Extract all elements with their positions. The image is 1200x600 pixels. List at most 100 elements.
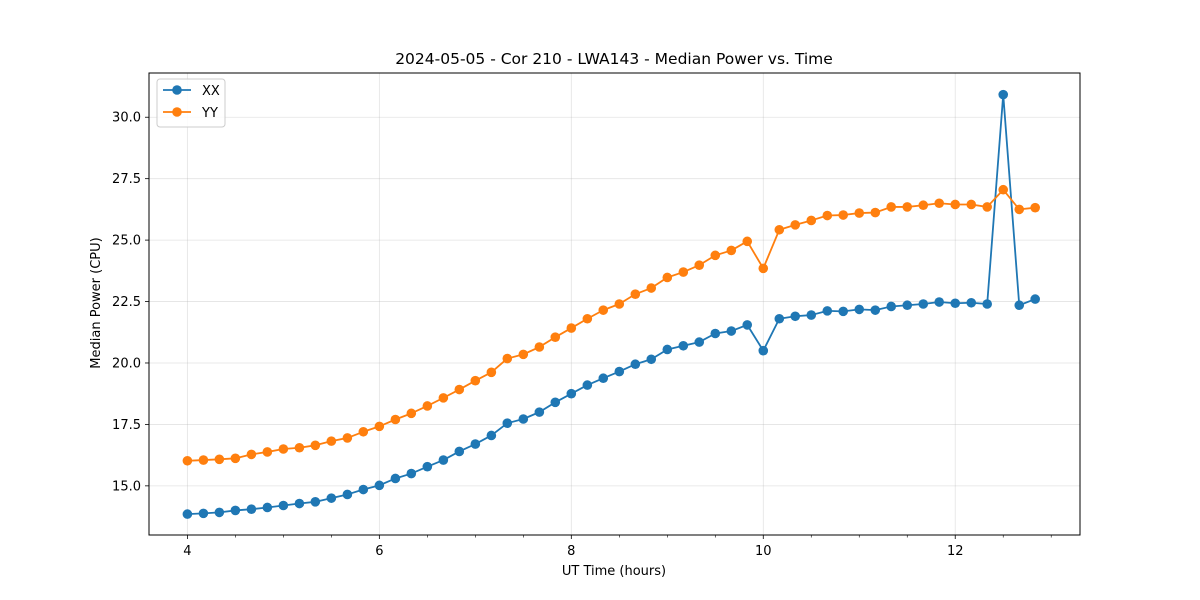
y-tick-label: 22.5 [112, 295, 141, 310]
series-xx-point [422, 461, 433, 472]
series-xx-point [374, 480, 385, 491]
series-xx-point [630, 359, 641, 370]
series-xx-point [198, 508, 209, 519]
x-tick-label: 12 [947, 544, 964, 559]
series-xx-point [438, 455, 449, 465]
series-yy-point [726, 245, 737, 256]
series-yy-point [998, 184, 1009, 195]
series-xx-point [918, 299, 929, 309]
series-xx-point [950, 298, 961, 309]
series-yy-point [246, 449, 257, 460]
legend: XX YY [156, 78, 226, 128]
series-xx-point [934, 297, 944, 307]
series-yy-point [342, 433, 353, 443]
series-yy-point [646, 283, 657, 293]
x-tick-label: 6 [375, 544, 383, 559]
series-yy-point [550, 332, 561, 342]
series-xx-point [998, 89, 1009, 100]
series-yy-point [310, 440, 321, 451]
series-yy-point [854, 208, 865, 218]
series-yy-point [950, 199, 961, 210]
series-xx-point [278, 500, 289, 511]
series-xx-point [598, 373, 609, 384]
series-xx-point [502, 418, 513, 428]
series-xx-point [342, 489, 353, 500]
y-tick-label: 15.0 [112, 479, 141, 494]
series-yy-point [902, 202, 913, 212]
series-xx-point [966, 297, 977, 308]
series-yy-point [918, 200, 929, 211]
series-yy-point [438, 393, 449, 403]
series-xx-point [870, 305, 881, 315]
series-xx-point [774, 313, 785, 324]
series-yy-point [870, 207, 881, 218]
series-yy-point [886, 202, 897, 212]
series-yy-point [742, 236, 753, 247]
series-xx-point [182, 509, 193, 519]
series-yy-point [1030, 202, 1040, 213]
series-yy-point [326, 436, 337, 446]
series-yy-point [662, 272, 673, 283]
series-xx-point [614, 366, 625, 377]
plot-frame [148, 72, 1081, 536]
legend-yy-marker [172, 107, 182, 117]
series-yy-point [630, 289, 641, 299]
series-yy-point [470, 375, 481, 386]
series-xx-point [486, 430, 497, 441]
series-yy-point [294, 442, 305, 453]
series-xx-point [678, 340, 689, 351]
series-yy-point [582, 313, 593, 324]
series-xx-point [742, 320, 753, 330]
series-yy-point [566, 323, 577, 333]
y-tick-label: 17.5 [112, 418, 141, 433]
series-xx-point [406, 468, 417, 479]
series-yy-point [790, 220, 801, 230]
series-xx-point [310, 497, 321, 507]
x-tick-label: 4 [183, 544, 191, 559]
grid [149, 73, 1080, 535]
series-xx-point [1014, 300, 1025, 311]
series-yy-point [182, 455, 193, 466]
series-xx-point [454, 446, 465, 457]
series-yy-point [358, 426, 369, 437]
x-tick-label: 8 [567, 544, 575, 559]
series-yy-point [230, 453, 241, 464]
chart-title: 2024-05-05 - Cor 210 - LWA143 - Median P… [395, 50, 833, 68]
series-yy-point [774, 224, 785, 235]
series-xx-point [838, 306, 849, 317]
series-yy-point [694, 260, 705, 270]
series-yy-point [262, 447, 273, 457]
series-yy-point [678, 267, 689, 277]
series-yy-point [934, 198, 944, 209]
series-xx-point [294, 498, 305, 509]
series-xx-point [886, 301, 897, 312]
legend-xx-marker [172, 85, 182, 95]
series-xx-point [790, 311, 801, 322]
series-xx-point [470, 439, 481, 449]
series-xx-point [646, 354, 657, 365]
series-yy-point [838, 210, 849, 220]
series-xx-point [662, 344, 673, 355]
series-xx-point [710, 328, 721, 339]
series-yy-point [966, 199, 977, 210]
series-yy-point [614, 299, 625, 309]
series-yy-point [822, 210, 833, 221]
series-xx-point [534, 407, 545, 417]
series-xx-point [902, 300, 913, 311]
series-yy-point [406, 408, 417, 419]
series-xx-point [390, 473, 401, 484]
series-xx-point [758, 345, 769, 356]
series-yy-point [534, 342, 545, 352]
series-yy-point [198, 455, 209, 465]
series-xx-point [230, 505, 241, 516]
series-xx-point [246, 504, 257, 514]
plot-series [182, 89, 1040, 519]
series-yy-point [278, 444, 289, 454]
series-xx-point [1030, 294, 1040, 304]
series-yy-point [1014, 204, 1025, 215]
series-xx-point [358, 484, 369, 495]
legend-yy-label: YY [201, 106, 218, 121]
series-yy-point [982, 202, 992, 212]
series-yy-point [390, 414, 401, 425]
